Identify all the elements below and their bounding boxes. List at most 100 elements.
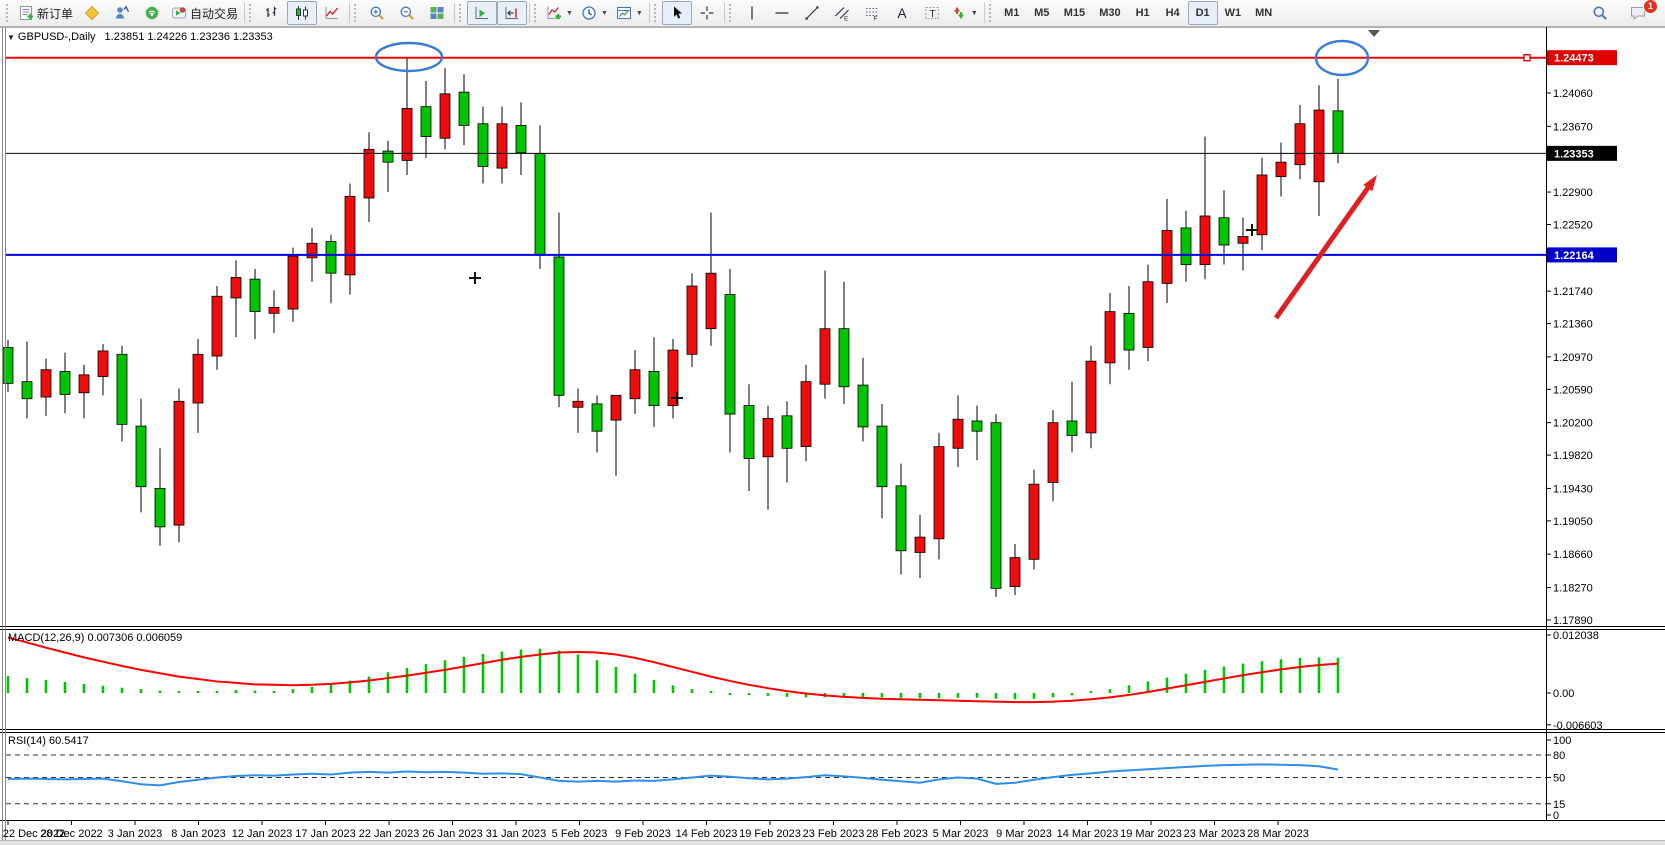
toolbar-tile-windows-button[interactable] xyxy=(422,1,452,25)
toolbar-tf-m30-button[interactable]: M30 xyxy=(1092,1,1127,25)
svg-text:T: T xyxy=(929,9,935,20)
toolbar-separator xyxy=(454,3,456,23)
toolbar-grip[interactable] xyxy=(988,4,993,22)
toolbar-tf-mn-button[interactable]: MN xyxy=(1248,1,1279,25)
toolbar-text-button[interactable]: A xyxy=(887,1,917,25)
toolbar-tf-h4-button[interactable]: H4 xyxy=(1158,1,1188,25)
candle xyxy=(1123,312,1135,351)
toolbar-chat-button[interactable]: 1 xyxy=(1623,0,1658,25)
toolbar-chart-shift-button[interactable] xyxy=(497,1,528,25)
annotations[interactable] xyxy=(374,30,1380,404)
candle xyxy=(724,294,736,415)
axis-label: 100 xyxy=(1553,735,1571,747)
tf-mn-label: MN xyxy=(1255,7,1273,19)
candle xyxy=(629,369,641,400)
toolbar-grip[interactable] xyxy=(534,4,538,22)
candle xyxy=(990,422,1002,589)
axis-label: 1.19430 xyxy=(1553,483,1593,495)
candle xyxy=(2,347,14,384)
date-label: 14 Mar 2023 xyxy=(1057,828,1119,840)
candle xyxy=(914,536,926,553)
candle xyxy=(154,488,166,528)
axis-label: 0.00 xyxy=(1553,688,1574,700)
toolbar-auto-trading-button[interactable]: 自动交易 xyxy=(167,1,242,25)
candle xyxy=(458,91,470,126)
toolbar-text-label-button[interactable]: T xyxy=(917,1,947,25)
candle xyxy=(192,353,204,404)
chart-window[interactable]: 1.24060 1.23670 1.22900 1.22520 1.21740 1.213… xyxy=(0,27,1665,840)
candle xyxy=(1028,483,1040,560)
toolbar-tf-m1-button[interactable]: M1 xyxy=(997,1,1027,25)
axis-label: -0.006603 xyxy=(1553,720,1603,732)
toolbar-metaeditor-button[interactable] xyxy=(77,1,107,25)
toolbar-market-watch-button[interactable] xyxy=(107,1,137,25)
toolbar-indicators-button[interactable]: ▼ xyxy=(542,1,577,25)
date-label: 28 Feb 2023 xyxy=(866,828,928,840)
toolbar-tf-d1-button[interactable]: D1 xyxy=(1187,1,1218,25)
toolbar-bar-chart-button[interactable] xyxy=(257,1,287,25)
candle xyxy=(572,400,584,408)
text-label-icon: T xyxy=(924,5,940,21)
date-label: 28 Dec 2022 xyxy=(40,828,102,840)
toolbar-tf-w1-button[interactable]: W1 xyxy=(1218,1,1249,25)
toolbar-separator xyxy=(983,3,985,23)
toolbar-grip[interactable] xyxy=(459,4,463,22)
toolbar-candle-chart-button[interactable] xyxy=(287,1,318,25)
toolbar-zoom-in-button[interactable] xyxy=(362,1,392,25)
candle xyxy=(1066,420,1078,436)
price-scale[interactable]: 1.24060 1.23670 1.22900 1.22520 1.21740 1.213… xyxy=(1546,50,1617,822)
axis-label: 1.21740 xyxy=(1553,286,1593,298)
axis-label: 1.20970 xyxy=(1553,352,1593,364)
toolbar-zoom-out-button[interactable] xyxy=(392,1,422,25)
toolbar-signals-button[interactable] xyxy=(137,1,167,25)
tf-m1-label: M1 xyxy=(1004,7,1020,19)
candle xyxy=(1332,110,1344,154)
toolbar-tf-m15-button[interactable]: M15 xyxy=(1057,1,1092,25)
toolbar-equidistant-channel-button[interactable]: E xyxy=(827,1,857,25)
level-lines[interactable] xyxy=(6,54,1546,256)
toolbar-grip[interactable] xyxy=(249,4,253,22)
candlestick-series xyxy=(2,57,1344,597)
axis-label: 1.20200 xyxy=(1553,418,1593,430)
main-toolbar: 新订单 自动交易 ▼ ▼ ▼ E F A T ▼ M1 M5 M15 M30 H1 H4 D1 W1 MN 1 xyxy=(0,0,1665,27)
toolbar-grip[interactable] xyxy=(728,4,733,22)
toolbar-grip[interactable] xyxy=(354,4,358,22)
toolbar-line-chart-button[interactable] xyxy=(317,1,347,25)
date-label: 22 Jan 2023 xyxy=(359,828,420,840)
toolbar-crosshair-button[interactable] xyxy=(692,1,722,25)
tf-m15-label: M15 xyxy=(1063,7,1086,19)
toolbar-new-order-button[interactable]: 新订单 xyxy=(14,1,77,25)
toolbar-search-button[interactable] xyxy=(1585,1,1615,25)
date-label: 9 Mar 2023 xyxy=(996,828,1052,840)
new-order-icon xyxy=(18,5,34,21)
toolbar-tf-m5-button[interactable]: M5 xyxy=(1027,1,1057,25)
toolbar-templates-button[interactable]: ▼ xyxy=(612,1,647,25)
chart-canvas[interactable]: 1.24060 1.23670 1.22900 1.22520 1.21740 1.213… xyxy=(0,27,1665,840)
cross-marker xyxy=(469,272,481,284)
rsi-panel xyxy=(6,754,1546,805)
svg-text:1.22164: 1.22164 xyxy=(1554,250,1595,262)
metaeditor-icon xyxy=(84,5,100,21)
toolbar-grip[interactable] xyxy=(653,4,658,22)
search-icon xyxy=(1592,5,1608,21)
svg-text:1.23353: 1.23353 xyxy=(1554,148,1594,160)
toolbar-arrows-button[interactable]: ▼ xyxy=(947,1,982,25)
top-circle-annotation xyxy=(374,41,444,73)
toolbar-periods-button[interactable]: ▼ xyxy=(577,1,612,25)
toolbar-tf-h1-button[interactable]: H1 xyxy=(1128,1,1158,25)
candle xyxy=(1218,217,1230,246)
candle xyxy=(1009,557,1021,588)
line-handle xyxy=(1523,54,1531,62)
date-label: 17 Jan 2023 xyxy=(295,828,356,840)
toolbar-vertical-line-button[interactable] xyxy=(737,1,767,25)
candle xyxy=(1142,281,1154,348)
toolbar-fibonacci-button[interactable]: F xyxy=(857,1,887,25)
arrows-icon xyxy=(951,5,967,21)
toolbar-horizontal-line-button[interactable] xyxy=(767,1,797,25)
toolbar-grip[interactable] xyxy=(6,4,10,22)
toolbar-trendline-button[interactable] xyxy=(797,1,827,25)
toolbar-cursor-button[interactable] xyxy=(661,1,692,25)
toolbar-auto-scroll-button[interactable] xyxy=(467,1,498,25)
chart-shift-marker[interactable] xyxy=(1368,30,1380,37)
